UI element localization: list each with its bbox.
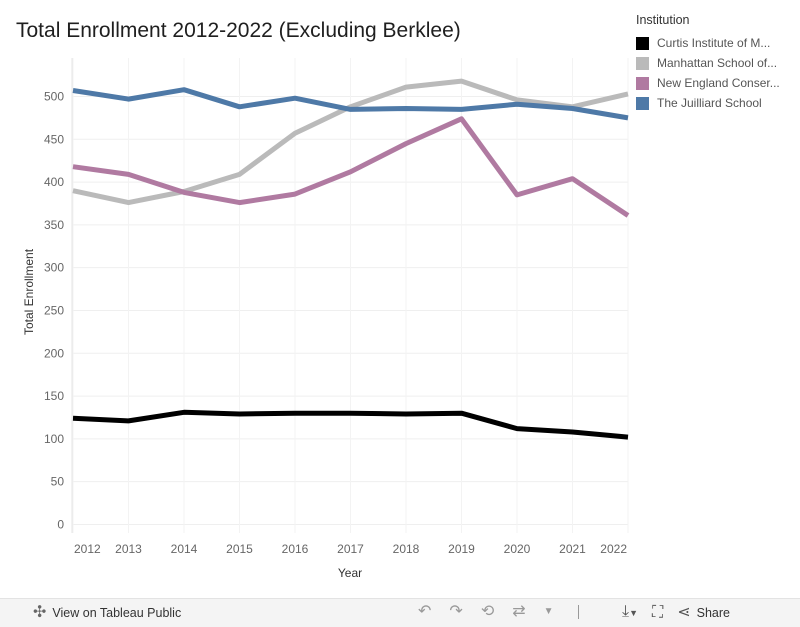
legend-swatch [636, 76, 649, 90]
x-tick-label: 2017 [337, 542, 364, 556]
y-axis-ticks: 0 50 100 150 200 250 300 350 400 450 500 [44, 90, 64, 532]
y-tick-label: 50 [51, 475, 65, 489]
chevron-down-icon[interactable]: ▼ [543, 606, 554, 617]
y-tick-label: 350 [44, 218, 64, 232]
share-controls: ⤓▼ ⛶ ⋖ Share [622, 604, 730, 621]
y-tick-label: 100 [44, 432, 64, 446]
chart-title: Total Enrollment 2012-2022 (Excluding Be… [16, 19, 461, 42]
y-tick-label: 450 [44, 132, 64, 146]
x-tick-label: 2021 [559, 542, 586, 556]
legend-item-curtis[interactable]: Curtis Institute of M... [636, 33, 800, 53]
refresh-icon[interactable]: ⇄ [512, 603, 526, 620]
y-tick-label: 400 [44, 175, 64, 189]
redo-icon[interactable]: ↷ [449, 603, 463, 620]
revert-icon[interactable]: ⟲ [480, 603, 495, 620]
legend-swatch [636, 36, 649, 50]
y-axis-title: Total Enrollment [22, 248, 36, 335]
legend-item-juilliard[interactable]: The Juilliard School [636, 93, 800, 113]
x-tick-label: 2013 [115, 542, 142, 556]
x-tick-label: 2012 [74, 542, 101, 556]
share-button[interactable]: ⋖ Share [677, 603, 730, 621]
x-tick-label: 2014 [171, 542, 198, 556]
legend-swatch [636, 56, 649, 70]
legend-label: Curtis Institute of M... [657, 36, 771, 50]
share-label: Share [696, 605, 730, 620]
series-lines [72, 78, 630, 440]
y-tick-label: 150 [44, 389, 64, 403]
gridlines [71, 58, 629, 533]
legend-swatch [636, 96, 649, 110]
series-line-1[interactable] [72, 78, 629, 206]
share-icon: ⋖ [677, 603, 691, 621]
legend-label: Manhattan School of... [657, 56, 778, 70]
legend: Institution Curtis Institute of M... Man… [636, 13, 800, 113]
fullscreen-icon[interactable]: ⛶ [652, 603, 664, 621]
x-tick-label: 2018 [393, 542, 420, 556]
series-line-0[interactable] [72, 409, 629, 440]
y-tick-label: 0 [57, 517, 64, 531]
download-icon[interactable]: ⤓▼ [622, 603, 638, 620]
y-tick-label: 500 [44, 90, 64, 104]
x-tick-label: 2016 [282, 542, 309, 556]
y-tick-label: 300 [44, 261, 64, 275]
y-tick-label: 250 [44, 303, 64, 317]
x-tick-label: 2022 [600, 542, 627, 556]
legend-label: The Juilliard School [657, 96, 762, 110]
view-on-tableau-link[interactable]: ✣ View on Tableau Public [33, 605, 181, 621]
y-tick-label: 200 [44, 346, 64, 360]
x-axis-ticks: 2012 2013 2014 2015 2016 2017 2018 2019 2020 2021… [74, 542, 627, 556]
x-axis-title: Year [338, 566, 362, 580]
x-tick-label: 2020 [504, 542, 531, 556]
toolbar-divider [577, 605, 579, 619]
tableau-toolbar: ✣ View on Tableau Public ↶ ↷ ⟲ ⇄ ▼ ⤓▼ ⛶ … [0, 598, 800, 627]
x-tick-label: 2019 [448, 542, 475, 556]
legend-item-new-england[interactable]: New England Conser... [636, 73, 800, 93]
legend-title: Institution [636, 13, 690, 27]
series-line-2[interactable] [72, 116, 630, 218]
legend-item-manhattan[interactable]: Manhattan School of... [636, 53, 800, 73]
view-on-tableau-label: View on Tableau Public [52, 606, 182, 620]
tableau-logo-icon: ✣ [33, 604, 47, 621]
undo-icon[interactable]: ↶ [418, 603, 432, 620]
series-line-3[interactable] [72, 87, 629, 121]
history-controls: ↶ ↷ ⟲ ⇄ ▼ [418, 604, 601, 620]
x-tick-label: 2015 [226, 542, 253, 556]
legend-label: New England Conser... [657, 76, 780, 90]
